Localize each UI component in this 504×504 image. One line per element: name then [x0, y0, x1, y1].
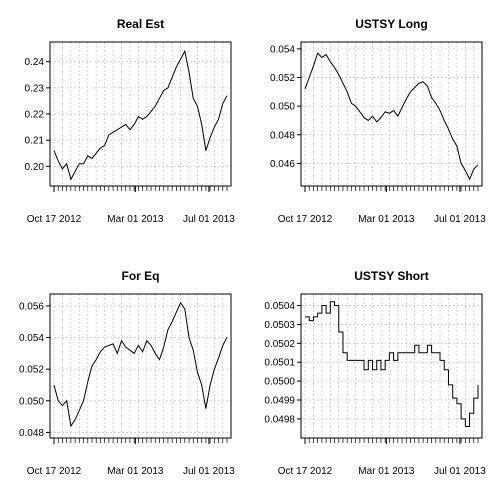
chart-4: USTSY Short 0.0498 0.0499 0.0500 0.0501 0.050… [264, 269, 486, 477]
chart-3-ytick-label-4: 0.056 [19, 301, 44, 312]
chart-2-title: USTSY Long [355, 17, 427, 31]
chart-1-series-line-0 [53, 49, 228, 181]
chart-3-ytick-label-0: 0.048 [19, 428, 44, 439]
chart-3-series-line-0 [53, 301, 228, 428]
chart-1-title: Real Est [117, 17, 164, 31]
chart-1-ytick-label-1: 0.21 [25, 136, 45, 147]
chart-4-xtick-label-0: Oct 17 2012 [278, 466, 333, 477]
chart-3-ytick-label-1: 0.050 [19, 396, 44, 407]
chart-4-ytick-label-1: 0.0499 [264, 396, 295, 407]
chart-4-series-line-0 [305, 301, 479, 427]
chart-1-ytick-label-3: 0.23 [25, 83, 45, 94]
chart-3: For Eq 0.048 0.050 0.052 0.054 0.056 Oct 17 20… [19, 269, 235, 477]
chart-2-frame [300, 41, 483, 187]
chart-4-frame [300, 293, 483, 439]
chart-3-xtick-label-1: Mar 01 2013 [107, 466, 164, 477]
chart-2-xtick-label-1: Mar 01 2013 [358, 214, 415, 225]
chart-4-ytick-label-4: 0.0502 [264, 339, 295, 350]
chart-1-xtick-label-1: Mar 01 2013 [107, 214, 164, 225]
chart-1-xtick-label-0: Oct 17 2012 [27, 214, 82, 225]
chart-2-xtick-label-0: Oct 17 2012 [278, 214, 333, 225]
chart-4-ytick-label-2: 0.0500 [264, 377, 295, 388]
chart-2-ytick-label-1: 0.048 [270, 130, 295, 141]
chart-4-ytick-label-5: 0.0503 [264, 320, 295, 331]
chart-2: USTSY Long 0.046 0.048 0.050 0.052 0.054 Oct 1… [270, 17, 486, 225]
chart-2-series-line-0 [304, 52, 479, 181]
chart-4-ytick-label-3: 0.0501 [264, 358, 295, 369]
chart-1: Real Est 0.20 0.21 0.22 0.23 0.24 Oct 17 2012 M… [25, 17, 236, 225]
chart-4-ytick-label-0: 0.0498 [264, 414, 295, 425]
chart-2-ytick-label-2: 0.050 [270, 102, 295, 113]
chart-3-xtick-label-2: Jul 01 2013 [183, 466, 235, 477]
chart-3-xtick-label-0: Oct 17 2012 [27, 466, 82, 477]
chart-4-xtick-label-1: Mar 01 2013 [358, 466, 415, 477]
chart-4-xtick-label-2: Jul 01 2013 [434, 466, 486, 477]
chart-2-ytick-label-3: 0.052 [270, 73, 295, 84]
chart-3-ytick-label-2: 0.052 [19, 365, 44, 376]
chart-3-ytick-label-3: 0.054 [19, 333, 44, 344]
chart-3-frame [49, 293, 232, 439]
chart-3-title: For Eq [122, 269, 160, 283]
chart-4-title: USTSY Short [354, 269, 428, 283]
chart-1-ytick-label-4: 0.24 [25, 57, 45, 68]
chart-2-ytick-label-4: 0.054 [270, 44, 295, 55]
chart-4-ytick-label-6: 0.0504 [264, 301, 295, 312]
chart-2-xtick-label-2: Jul 01 2013 [434, 214, 486, 225]
chart-2-ytick-label-0: 0.046 [270, 159, 295, 170]
chart-1-ytick-label-2: 0.22 [25, 110, 45, 121]
chart-1-ytick-label-0: 0.20 [25, 162, 45, 173]
chart-1-xtick-label-2: Jul 01 2013 [183, 214, 235, 225]
